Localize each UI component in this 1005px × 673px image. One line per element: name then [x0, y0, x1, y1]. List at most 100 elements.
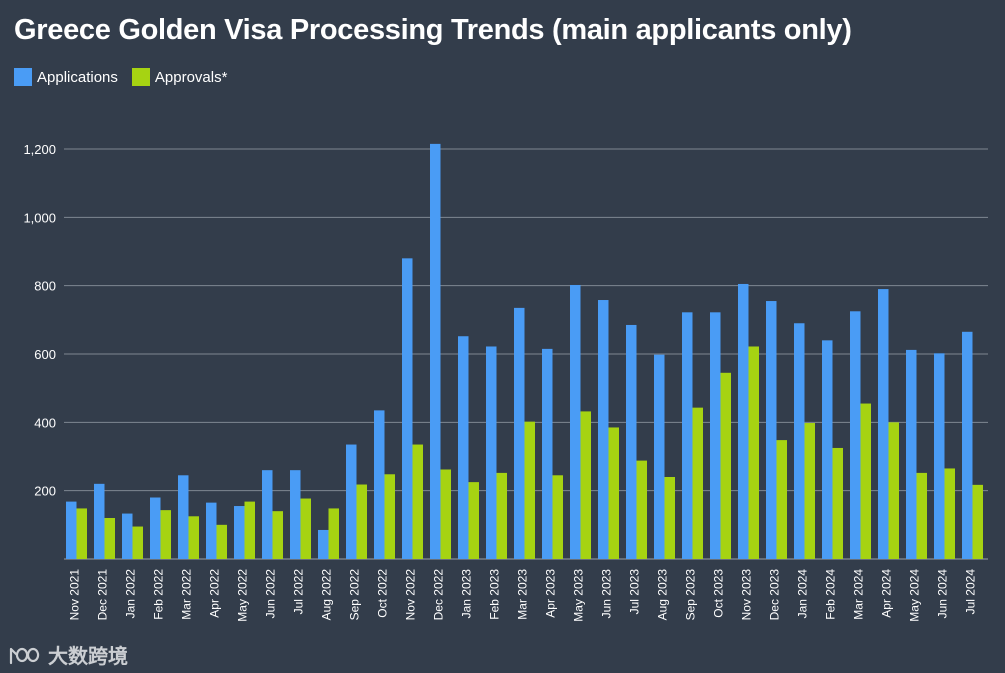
x-tick-label: Jan 2023: [460, 569, 474, 619]
x-tick-label: Dec 2023: [768, 569, 782, 621]
bar-applications: [402, 258, 413, 559]
bar-applications: [682, 312, 693, 559]
x-tick-label: Jun 2022: [264, 569, 278, 619]
chart-title: Greece Golden Visa Processing Trends (ma…: [14, 14, 852, 46]
y-tick-label: 800: [34, 279, 56, 294]
x-tick-label: Mar 2023: [516, 569, 530, 620]
x-tick-label: May 2022: [236, 569, 250, 622]
bar-approvals: [608, 427, 619, 559]
bar-approvals: [552, 475, 563, 559]
bar-approvals: [244, 501, 255, 559]
x-tick-label: Jun 2024: [936, 569, 950, 619]
bar-applications: [738, 283, 749, 559]
bar-applications: [458, 336, 469, 559]
bar-approvals: [580, 411, 591, 559]
bar-approvals: [216, 524, 227, 559]
x-tick-label: Apr 2022: [208, 569, 222, 618]
bar-applications: [318, 529, 329, 559]
x-tick-label: Jan 2024: [796, 569, 810, 619]
bar-approvals: [664, 477, 675, 559]
bar-applications: [122, 513, 133, 559]
bar-applications: [710, 312, 721, 559]
bar-applications: [94, 483, 105, 559]
bar-approvals: [160, 510, 171, 559]
bar-approvals: [412, 444, 423, 559]
x-tick-label: Jun 2023: [600, 569, 614, 619]
bar-approvals: [384, 474, 395, 559]
x-tick-label: Nov 2023: [740, 569, 754, 621]
x-tick-label: Oct 2022: [376, 569, 390, 618]
bar-approvals: [468, 482, 479, 559]
bar-applications: [626, 324, 637, 559]
bar-approvals: [104, 518, 115, 559]
bar-applications: [654, 354, 665, 559]
bar-applications: [206, 502, 217, 559]
bar-applications: [514, 307, 525, 559]
bar-applications: [850, 311, 861, 559]
x-tick-label: Jan 2022: [124, 569, 138, 619]
bar-applications: [822, 340, 833, 559]
bar-applications: [430, 143, 441, 559]
bar-approvals: [860, 403, 871, 559]
legend-swatch-applications: [14, 68, 32, 86]
bar-approvals: [776, 440, 787, 559]
bar-approvals: [188, 516, 199, 559]
x-tick-label: Nov 2021: [68, 569, 82, 621]
bar-applications: [262, 470, 273, 559]
x-tick-label: Aug 2023: [656, 569, 670, 621]
bar-approvals: [328, 508, 339, 559]
bar-applications: [374, 410, 385, 559]
bar-approvals: [944, 468, 955, 559]
bar-approvals: [720, 372, 731, 559]
x-tick-label: Nov 2022: [404, 569, 418, 621]
watermark-text: 大数跨境: [48, 646, 128, 668]
bar-applications: [290, 470, 301, 559]
bar-approvals: [972, 484, 983, 559]
legend-item-applications[interactable]: Applications: [14, 68, 118, 86]
x-tick-label: Sep 2022: [348, 569, 362, 621]
legend-swatch-approvals: [131, 68, 150, 86]
bar-approvals: [636, 460, 647, 559]
bar-approvals: [272, 511, 283, 559]
bar-applications: [962, 331, 973, 559]
x-tick-label: Jul 2022: [292, 569, 306, 615]
bar-applications: [234, 506, 245, 559]
watermark: 大数跨境: [8, 640, 128, 669]
bar-approvals: [832, 447, 843, 559]
x-tick-label: Jul 2023: [628, 569, 642, 615]
bar-applications: [66, 501, 77, 559]
legend-item-approvals[interactable]: Approvals*: [131, 68, 227, 86]
bar-applications: [794, 323, 805, 559]
x-tick-label: Feb 2024: [824, 569, 838, 620]
y-tick-label: 1,200: [23, 142, 56, 157]
bar-applications: [766, 301, 777, 559]
y-tick-label: 200: [34, 484, 56, 499]
bar-approvals: [300, 498, 311, 559]
x-tick-label: Jul 2024: [964, 569, 978, 615]
x-tick-label: Mar 2022: [180, 569, 194, 620]
bar-approvals: [692, 407, 703, 559]
x-tick-label: Aug 2022: [320, 569, 334, 621]
bar-approvals: [356, 484, 367, 559]
bar-applications: [150, 497, 161, 559]
bar-approvals: [496, 472, 507, 559]
bar-applications: [570, 284, 581, 559]
chart-legend: Applications Approvals*: [14, 68, 227, 86]
bar-approvals: [916, 472, 927, 559]
bar-applications: [346, 444, 357, 559]
x-tick-label: Apr 2024: [880, 569, 894, 618]
y-tick-label: 400: [34, 415, 56, 430]
watermark-logo-icon: [9, 647, 40, 664]
x-tick-label: Sep 2023: [684, 569, 698, 621]
x-tick-label: Apr 2023: [544, 569, 558, 618]
x-tick-label: Oct 2023: [712, 569, 726, 618]
bar-approvals: [76, 508, 87, 559]
bar-approvals: [888, 422, 899, 559]
x-tick-label: Feb 2023: [488, 569, 502, 620]
bar-approvals: [440, 469, 451, 559]
bar-approvals: [748, 346, 759, 559]
x-tick-label: Feb 2022: [152, 569, 166, 620]
bar-applications: [486, 346, 497, 559]
x-tick-label: May 2023: [572, 569, 586, 622]
